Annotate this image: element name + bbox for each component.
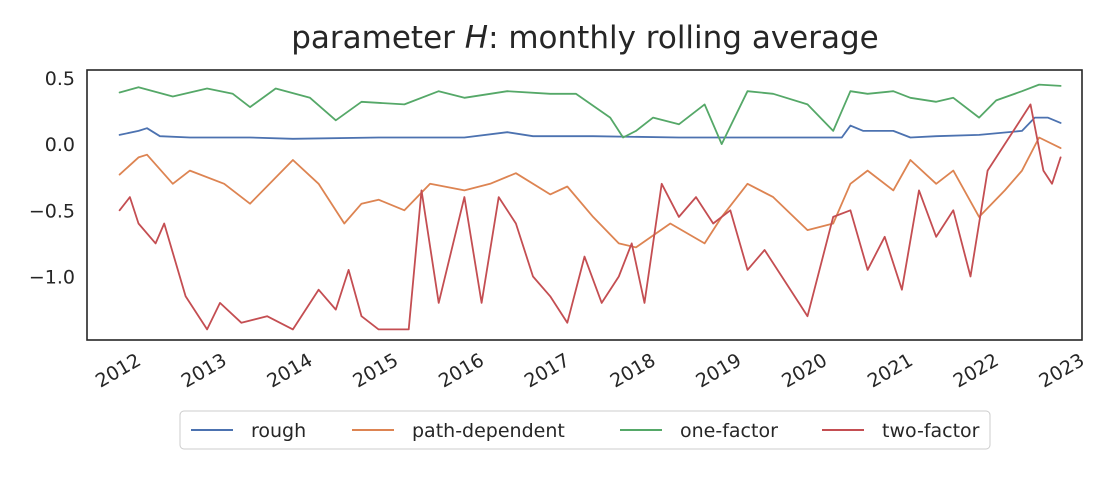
x-tick-label: 2017	[521, 349, 574, 392]
legend-label-path-dependent: path-dependent	[412, 420, 565, 442]
y-tick-label: −0.5	[29, 200, 75, 222]
series-line-path-dependent	[118, 136, 1062, 249]
series-line-two-factor	[118, 103, 1062, 331]
legend-label-one-factor: one-factor	[680, 420, 778, 442]
y-tick-label: 0.0	[45, 134, 75, 156]
chart-title: parameter H: monthly rolling average	[291, 20, 879, 56]
x-tick-label: 2016	[435, 349, 488, 392]
legend-items: rough path-dependent one-factor two-factor	[191, 420, 980, 442]
chart-title-variable: H	[465, 20, 488, 56]
x-tick-label: 2018	[607, 349, 660, 392]
x-tick-label: 2020	[778, 349, 831, 392]
x-tick-label: 2023	[1035, 349, 1088, 392]
series-line-one-factor	[118, 83, 1062, 145]
y-tick-label: 0.5	[45, 68, 75, 90]
legend-label-two-factor: two-factor	[882, 420, 980, 442]
legend-label-rough: rough	[251, 420, 306, 442]
x-tick-label: 2014	[263, 349, 316, 392]
chart-title-suffix: : monthly rolling average	[488, 20, 879, 56]
x-tick-label: 2019	[692, 349, 745, 392]
legend-box	[179, 410, 991, 450]
x-tick-label: 2013	[178, 349, 231, 392]
chart-title-prefix: parameter	[291, 20, 465, 56]
x-tick-label: 2021	[864, 349, 917, 392]
x-tick-label: 2022	[950, 349, 1003, 392]
x-axis: 2012 2013 2014 2015 2016 2017 2018 2019 2020 2021…	[92, 349, 1088, 392]
x-tick-label: 2015	[349, 349, 402, 392]
plot-frame	[86, 69, 1083, 341]
y-axis: 0.5 0.0 −0.5 −1.0	[29, 68, 75, 289]
y-tick-label: −1.0	[29, 266, 75, 288]
x-tick-label: 2012	[92, 349, 145, 392]
plot-lines	[118, 83, 1062, 331]
series-line-rough	[118, 116, 1062, 140]
legend: rough path-dependent one-factor two-factor	[179, 410, 991, 450]
